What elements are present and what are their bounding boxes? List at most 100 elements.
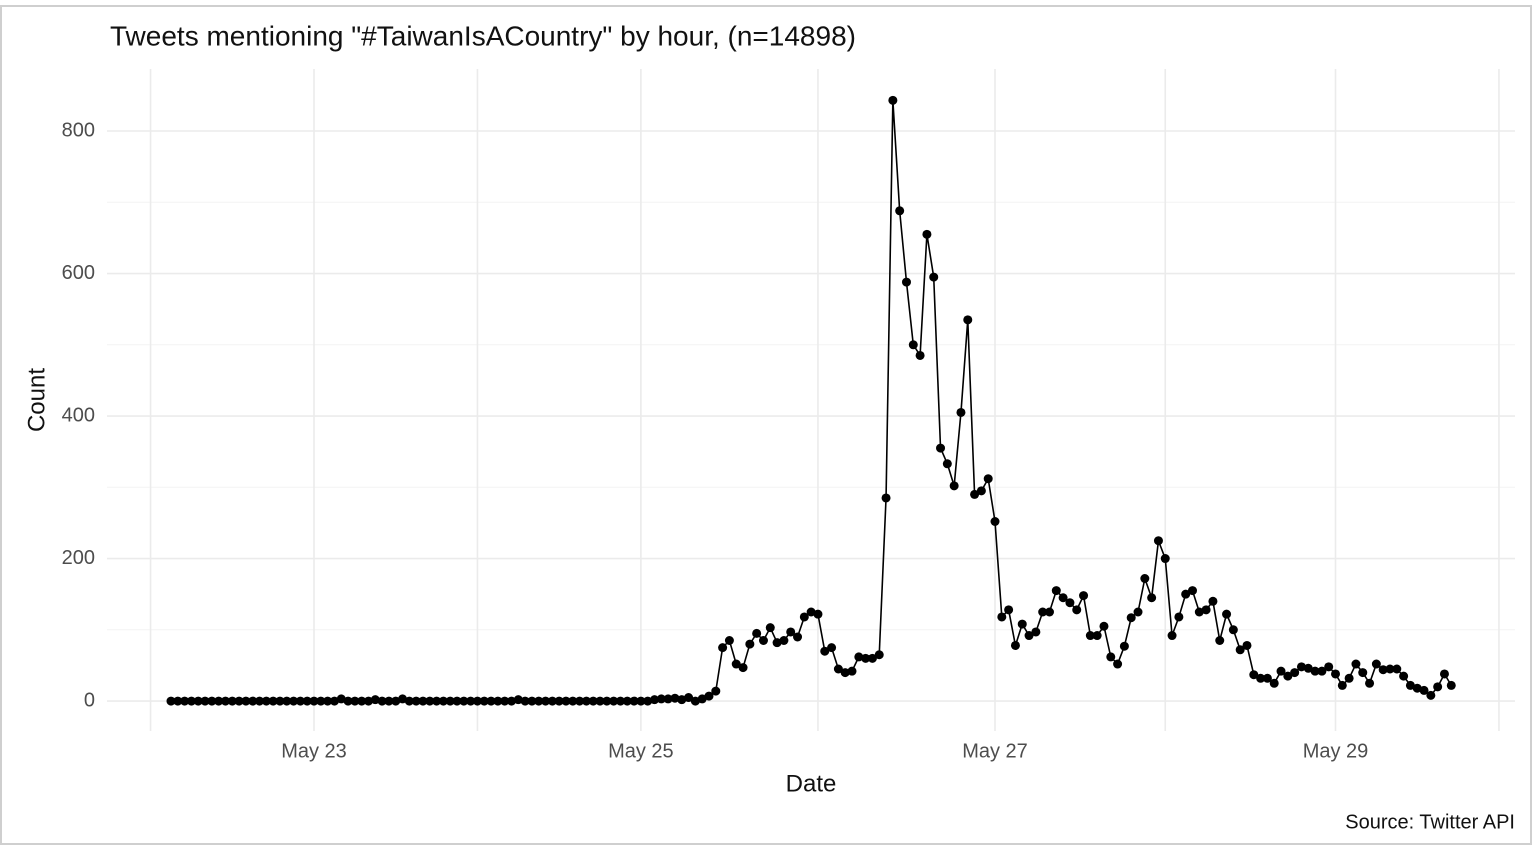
data-point (983, 474, 993, 484)
data-point (432, 696, 442, 706)
data-point (166, 696, 176, 706)
data-point (1399, 671, 1409, 681)
data-point (1317, 666, 1327, 676)
data-point (697, 694, 707, 704)
data-point (1365, 678, 1375, 688)
data-point (214, 696, 224, 706)
data-point (1378, 665, 1388, 675)
data-point (1269, 678, 1279, 688)
data-point (1283, 671, 1293, 681)
data-point (609, 696, 619, 706)
data-point (343, 696, 353, 706)
data-point (1337, 680, 1347, 690)
data-point (241, 696, 251, 706)
data-point (1004, 605, 1014, 615)
data-point (425, 696, 435, 706)
data-point (1215, 636, 1225, 646)
data-point (861, 653, 871, 663)
data-point (1133, 607, 1143, 617)
data-point (282, 696, 292, 706)
data-point (684, 693, 694, 703)
data-point (561, 696, 571, 706)
data-point (942, 459, 952, 469)
data-point (799, 612, 809, 622)
data-point (1017, 619, 1027, 629)
data-point (758, 636, 768, 646)
data-point (1290, 668, 1300, 678)
data-point (1249, 670, 1259, 680)
data-point (1010, 640, 1020, 650)
data-point (772, 638, 782, 648)
data-point (588, 696, 598, 706)
data-point (854, 652, 864, 662)
data-point (207, 696, 217, 706)
data-point (472, 696, 482, 706)
data-point (1038, 607, 1048, 617)
data-point (541, 696, 551, 706)
data-point (949, 481, 959, 491)
data-point (438, 696, 448, 706)
x-axis-label: Date (786, 770, 837, 797)
data-point (1072, 605, 1082, 615)
y-tick-label: 600 (62, 262, 95, 284)
marks (166, 95, 1456, 706)
data-point (350, 696, 360, 706)
data-point (1201, 605, 1211, 615)
data-point (547, 696, 557, 706)
data-point (500, 696, 510, 706)
data-point (275, 696, 285, 706)
data-point (466, 696, 476, 706)
data-point (309, 696, 319, 706)
data-point (581, 696, 591, 706)
data-point (1439, 669, 1449, 679)
data-point (534, 696, 544, 706)
data-point (1385, 664, 1395, 674)
data-point (1262, 673, 1272, 683)
data-point (418, 696, 428, 706)
data-point (479, 696, 489, 706)
data-point (1351, 659, 1361, 669)
data-point (1392, 664, 1402, 674)
data-point (411, 696, 421, 706)
data-point (1051, 586, 1061, 596)
data-point (656, 694, 666, 704)
data-point (1099, 621, 1109, 631)
data-point (827, 643, 837, 653)
data-point (370, 695, 380, 705)
data-point (663, 694, 673, 704)
data-point (1106, 652, 1116, 662)
data-point (929, 272, 939, 282)
data-point (1058, 593, 1068, 603)
data-point (779, 636, 789, 646)
y-axis-label: Count (23, 368, 50, 432)
data-point (936, 443, 946, 453)
data-point (377, 696, 387, 706)
data-point (1228, 625, 1238, 635)
data-point (255, 696, 265, 706)
frame (0, 5, 1532, 845)
data-point (261, 696, 271, 706)
data-point (459, 696, 469, 706)
data-point (1140, 574, 1150, 584)
data-point (650, 695, 660, 705)
data-point (1324, 662, 1334, 672)
data-point (1235, 645, 1245, 655)
data-point (1085, 631, 1095, 641)
data-point (677, 695, 687, 705)
data-point (895, 206, 905, 216)
y-tick-label: 800 (62, 119, 95, 141)
data-point (575, 696, 585, 706)
x-tick-label: May 23 (281, 740, 347, 762)
data-point (302, 696, 312, 706)
data-point (1256, 673, 1266, 683)
data-point (1181, 589, 1191, 599)
data-point (901, 277, 911, 287)
data-point (1296, 662, 1306, 672)
data-point (357, 696, 367, 706)
data-point (316, 696, 326, 706)
y-tick-label: 400 (62, 404, 95, 426)
data-point (1358, 668, 1368, 678)
data-point (1194, 607, 1204, 617)
data-point (997, 612, 1007, 622)
data-point (1344, 673, 1354, 683)
